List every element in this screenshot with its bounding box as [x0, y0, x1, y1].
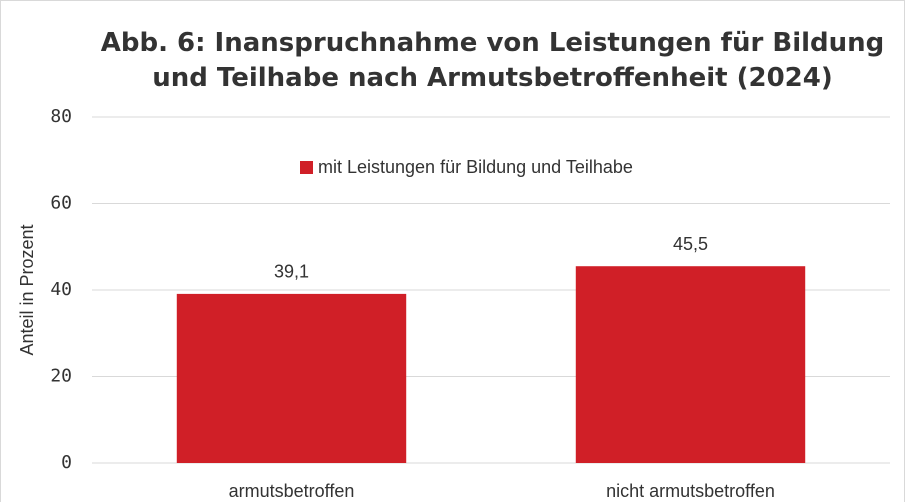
legend-label: mit Leistungen für Bildung und Teilhabe	[318, 157, 633, 177]
value-label: 45,5	[673, 234, 708, 254]
x-tick-label: nicht armutsbetroffen	[606, 481, 775, 501]
y-tick-label: 40	[50, 279, 72, 300]
bar	[575, 266, 806, 463]
y-tick-label: 60	[50, 193, 72, 214]
legend-swatch	[300, 161, 313, 174]
y-tick-label: 80	[50, 106, 72, 127]
y-tick-label: 20	[50, 366, 72, 387]
chart-title: Abb. 6: Inanspruchnahme von Leistungen f…	[100, 28, 885, 93]
value-label: 39,1	[274, 262, 309, 282]
bar	[176, 293, 407, 463]
x-tick-label: armutsbetroffen	[229, 481, 355, 501]
y-axis-label: Anteil in Prozent	[17, 224, 37, 355]
y-tick-label: 0	[61, 452, 72, 473]
